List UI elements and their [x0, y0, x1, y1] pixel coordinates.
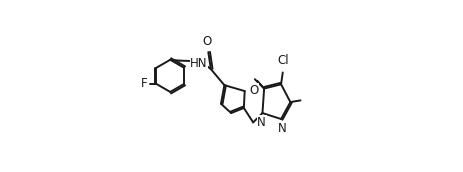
Text: O: O — [248, 84, 257, 97]
Text: N: N — [277, 122, 286, 135]
Text: O: O — [202, 35, 212, 48]
Text: N: N — [257, 116, 265, 129]
Text: HN: HN — [190, 57, 207, 70]
Text: F: F — [141, 77, 147, 90]
Text: Cl: Cl — [276, 54, 288, 67]
